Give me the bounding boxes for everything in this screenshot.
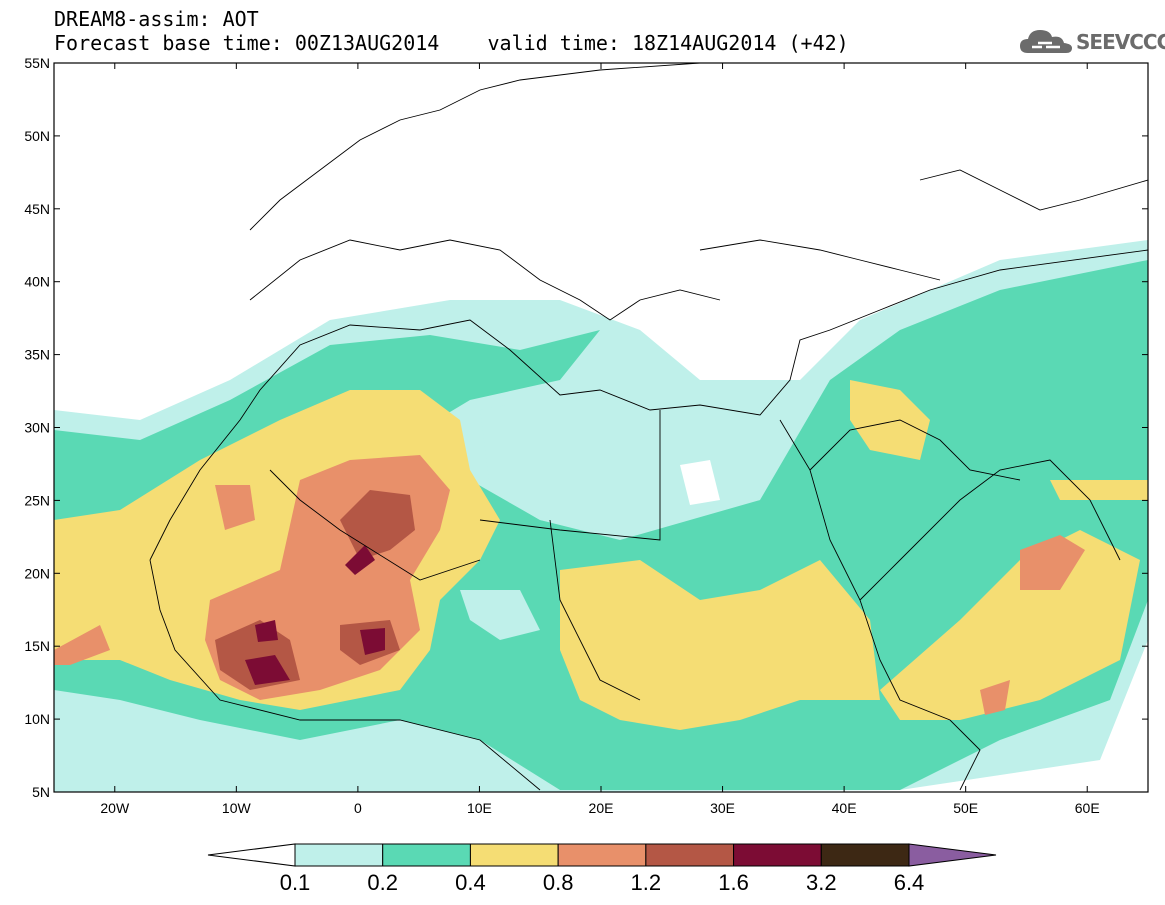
lon-label: 20W: [100, 800, 130, 816]
longitude-axis: 20W 10W 0 10E 20E 30E 40E 50E 60E: [100, 63, 1100, 816]
colorbar-label: 1.6: [718, 870, 749, 895]
colorbar-box: [382, 843, 471, 867]
colorbar-max-arrow: [908, 843, 997, 867]
colorbar-box: [557, 843, 647, 867]
lon-label: 20E: [589, 800, 614, 816]
aot-level-1.6: [345, 545, 375, 575]
latitude-axis: 55N 50N 45N 40N 35N 30N 25N 20N 15N 10N 5N: [24, 55, 1148, 800]
lat-label: 40N: [24, 274, 50, 290]
lat-label: 30N: [24, 420, 50, 436]
cloud-icon: [1020, 30, 1072, 53]
colorbar-label: 6.4: [894, 870, 925, 895]
colorbar-label: 1.2: [631, 870, 662, 895]
lat-label: 15N: [24, 638, 50, 654]
colorbar-box: [294, 843, 384, 867]
lon-label: 40E: [832, 800, 857, 816]
lon-label: 10E: [467, 800, 492, 816]
lat-label: 25N: [24, 492, 50, 508]
colorbar-box: [733, 843, 822, 867]
lon-label: 50E: [953, 800, 978, 816]
colorbar-box: [645, 843, 735, 867]
coastlines: [149, 63, 1148, 791]
colorbar-min-arrow: [207, 843, 296, 867]
lat-label: 20N: [24, 565, 50, 581]
lon-label: 10W: [222, 800, 252, 816]
lon-label: 0: [354, 800, 362, 816]
lat-label: 10N: [24, 711, 50, 727]
aot-contours: [54, 63, 1148, 792]
lon-label: 60E: [1075, 800, 1100, 816]
lat-label: 50N: [24, 128, 50, 144]
lat-label: 35N: [24, 347, 50, 363]
valid-time-label: valid time: 18Z14AUG2014 (+42): [487, 31, 849, 55]
map-title: DREAM8-assim: AOT: [54, 7, 259, 31]
time-info: Forecast base time: 00Z13AUG2014 valid t…: [54, 33, 849, 53]
lat-label: 55N: [24, 55, 50, 71]
aot-level-1.2: [340, 490, 415, 560]
colorbar-label: 0.1: [280, 870, 311, 895]
logo-text: SEEVCCC: [1076, 30, 1165, 54]
base-time-label: Forecast base time: 00Z13AUG2014: [54, 31, 440, 55]
colorbar-label: 0.8: [543, 870, 574, 895]
lat-label: 45N: [24, 201, 50, 217]
lat-label: 5N: [32, 784, 50, 800]
colorbar-label: 3.2: [806, 870, 837, 895]
colorbar-box: [820, 843, 910, 867]
colorbar-label: 0.2: [367, 870, 398, 895]
colorbar: 0.1 0.2 0.4 0.8 1.2 1.6 3.2 6.4: [207, 843, 997, 895]
lon-label: 30E: [710, 800, 735, 816]
colorbar-label: 0.4: [455, 870, 486, 895]
colorbar-box: [469, 843, 559, 867]
